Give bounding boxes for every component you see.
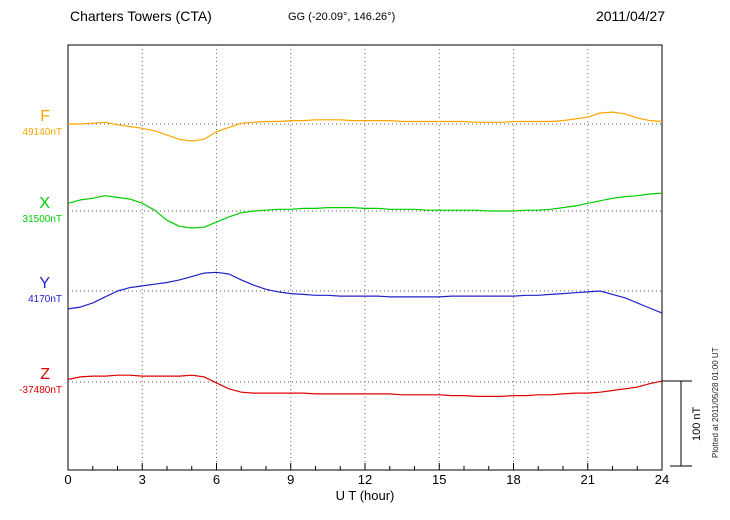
series-baseline-X: 31500nT [22, 214, 62, 225]
series-letter-Y: Y [39, 275, 50, 292]
plot-date: 2011/04/27 [595, 8, 665, 24]
series-letter-X: X [39, 195, 50, 212]
trace-Z [67, 374, 663, 397]
x-tick-label-0: 0 [64, 472, 71, 487]
x-tick-label-21: 21 [581, 472, 595, 487]
x-tick-label-9: 9 [287, 472, 294, 487]
scalebar-label: 100 nT [691, 406, 703, 442]
series-letter-F: F [40, 108, 50, 125]
plotted-at-watermark: Plotted at 2011/05/28 01:00 UT [711, 347, 720, 458]
x-axis-label: U T (hour) [335, 488, 395, 503]
series-baseline-F: 49140nT [22, 127, 62, 138]
x-tick-label-6: 6 [213, 472, 220, 487]
series-letter-Z: Z [40, 366, 50, 383]
x-tick-label-24: 24 [655, 472, 669, 487]
series-baseline-Z: -37480nT [19, 385, 62, 396]
geographic-coords: GG (-20.09°, 146.26°) [288, 11, 396, 23]
trace-F [68, 111, 663, 142]
x-tick-label-3: 3 [139, 472, 146, 487]
station-title: Charters Towers (CTA) [70, 8, 212, 24]
trace-X [67, 192, 663, 229]
trace-Y [67, 271, 663, 314]
x-tick-label-15: 15 [432, 472, 446, 487]
series-baseline-Y: 4170nT [28, 294, 62, 305]
x-tick-label-12: 12 [358, 472, 372, 487]
x-tick-label-18: 18 [506, 472, 520, 487]
